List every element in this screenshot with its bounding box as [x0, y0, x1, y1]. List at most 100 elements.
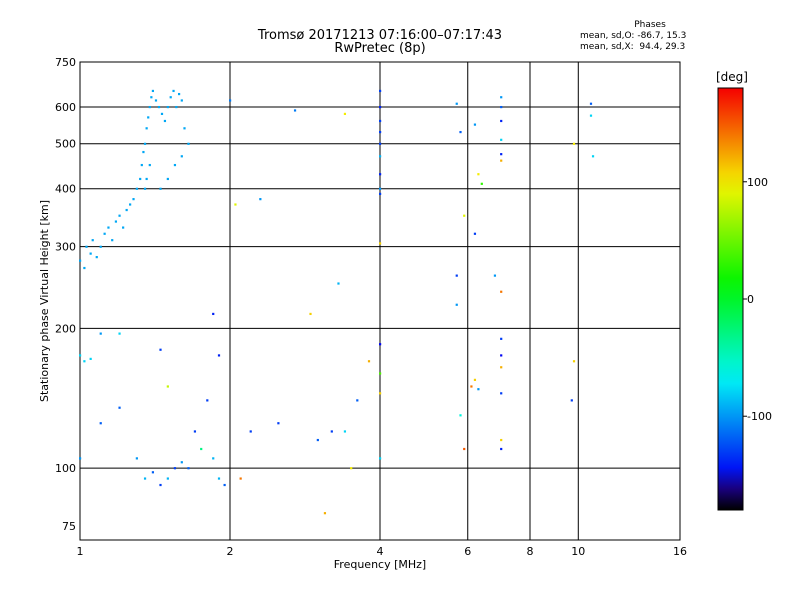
data-point: [455, 102, 458, 105]
data-point: [193, 430, 197, 433]
colorbar-tick-label: 100: [747, 176, 768, 189]
data-point: [212, 312, 215, 316]
data-point: [143, 142, 147, 145]
data-point: [150, 96, 153, 99]
x-tick-label: 6: [464, 545, 471, 558]
data-point: [145, 177, 148, 181]
data-point: [234, 203, 237, 206]
data-point: [223, 483, 226, 487]
data-point: [343, 112, 347, 116]
data-point: [166, 477, 169, 480]
data-point: [473, 378, 477, 381]
data-point: [293, 109, 297, 112]
data-point: [379, 142, 382, 145]
data-point: [85, 245, 88, 248]
data-point: [249, 430, 252, 433]
data-point: [500, 447, 503, 451]
data-point: [79, 354, 82, 357]
data-point: [147, 116, 150, 119]
data-point: [500, 119, 503, 123]
data-point: [500, 159, 503, 162]
data-point: [187, 142, 190, 145]
data-point: [379, 89, 382, 93]
data-point: [570, 399, 573, 402]
data-point: [145, 127, 148, 130]
data-point: [379, 392, 382, 395]
data-point: [132, 198, 135, 201]
data-point: [172, 89, 175, 93]
data-point: [157, 105, 161, 109]
data-point: [379, 119, 382, 123]
colorbar: [717, 87, 744, 511]
data-point: [139, 177, 142, 181]
data-point: [493, 274, 497, 277]
data-point: [151, 471, 155, 474]
data-point: [379, 457, 382, 460]
data-point: [239, 477, 242, 480]
data-point: [148, 163, 151, 167]
data-point: [169, 96, 172, 99]
data-point: [572, 360, 576, 363]
data-point: [83, 360, 86, 363]
data-point: [143, 187, 147, 190]
data-point: [309, 312, 312, 316]
data-point: [379, 242, 382, 245]
data-point: [140, 163, 143, 167]
x-tick-label: 4: [377, 545, 384, 558]
data-point: [463, 214, 466, 217]
data-point: [183, 127, 186, 130]
data-point: [500, 366, 503, 369]
data-point: [173, 467, 177, 470]
data-point: [114, 220, 118, 223]
data-point: [477, 388, 480, 391]
x-tick-label: 1: [77, 545, 84, 558]
colorbar-tick-label: -100: [747, 410, 772, 423]
data-point: [99, 332, 102, 335]
data-point: [350, 467, 353, 470]
data-point: [455, 274, 458, 277]
y-tick-label: 75: [62, 520, 76, 533]
x-axis-label: Frequency [MHz]: [334, 558, 426, 571]
y-tick-label: 400: [55, 183, 76, 196]
data-point: [163, 119, 167, 123]
data-point: [177, 92, 181, 96]
data-point: [470, 385, 473, 388]
data-point: [180, 155, 183, 158]
data-point: [316, 438, 319, 442]
phase-stats-x: mean, sd,X: 94.4, 29.3: [580, 42, 686, 52]
data-point: [589, 114, 593, 117]
data-point: [118, 332, 121, 335]
data-point: [277, 422, 280, 425]
y-tick-label: 600: [55, 101, 76, 114]
chart-title-line2: RwPretec (8p): [334, 41, 426, 56]
data-point: [89, 357, 92, 361]
data-point: [122, 226, 125, 229]
data-point: [107, 226, 110, 229]
data-point: [500, 438, 503, 442]
data-point: [135, 187, 138, 190]
data-point: [259, 198, 262, 201]
data-point: [379, 372, 382, 375]
data-point: [591, 155, 595, 158]
data-point: [129, 203, 132, 206]
data-point: [217, 354, 221, 357]
data-point: [500, 354, 503, 357]
data-point: [159, 187, 162, 190]
data-point: [79, 457, 82, 460]
data-point: [166, 385, 169, 388]
data-point: [330, 430, 333, 433]
data-point: [187, 467, 190, 470]
data-point: [500, 392, 503, 395]
data-point: [180, 99, 183, 102]
data-point: [356, 399, 359, 402]
data-point: [589, 102, 593, 105]
data-point: [500, 337, 503, 340]
data-point: [151, 89, 155, 93]
data-point: [79, 259, 82, 262]
phase-stats: Phases mean, sd,O: -86.7, 15.3 mean, sd,…: [580, 20, 720, 53]
data-point: [229, 99, 232, 102]
data-point: [212, 457, 215, 460]
y-tick-label: 100: [55, 462, 76, 475]
data-point: [379, 187, 382, 190]
data-point: [459, 414, 462, 417]
